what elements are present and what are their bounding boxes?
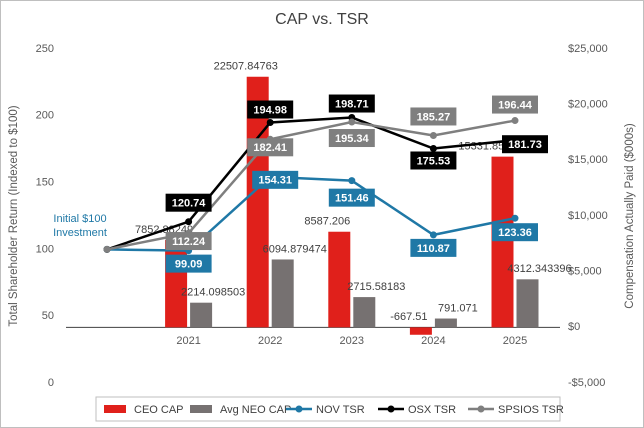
data-label: 120.74: [172, 198, 207, 210]
bar-value-label: 2214.098503: [181, 287, 245, 299]
bar-value-label: 791.071: [438, 302, 478, 314]
y2-axis-title: Compensation Actually Paid ($000s): [624, 123, 636, 309]
legend-label: Avg NEO CAP: [220, 404, 291, 416]
data-label-box: [502, 135, 548, 154]
bar-value-label: 8587.206: [304, 216, 350, 228]
bar-value-label: -667.51: [390, 311, 427, 323]
legend-marker: [295, 405, 303, 413]
bar-value-label: 22507.84763: [214, 61, 278, 73]
data-label: 195.34: [335, 133, 370, 145]
legend-swatch: [190, 405, 212, 413]
legend-marker: [477, 405, 485, 413]
data-label: 99.09: [175, 259, 203, 271]
legend-label: SPSIOS TSR: [498, 404, 564, 416]
bar: [434, 318, 457, 328]
data-label: 196.44: [498, 99, 533, 111]
data-label-box: [492, 223, 538, 242]
line-marker: [348, 118, 356, 126]
y-tick-label: 50: [42, 310, 54, 322]
bar-value-label: 4312.343396: [507, 263, 571, 275]
x-tick-label: 2022: [258, 335, 282, 347]
data-label: 198.71: [335, 98, 369, 110]
line-marker: [348, 177, 356, 185]
annotation-line: Initial $100: [53, 213, 106, 225]
legend-label: CEO CAP: [134, 404, 184, 416]
data-label-box: [247, 100, 294, 119]
bar: [409, 327, 432, 335]
data-label: 110.87: [417, 243, 450, 255]
y-tick-label: 0: [48, 377, 54, 389]
y2-tick-label: $15,000: [568, 154, 608, 166]
line-marker: [103, 245, 111, 253]
y2-tick-label: $5,000: [568, 266, 602, 278]
bar: [190, 302, 213, 328]
data-label: 185.27: [417, 111, 451, 123]
bar: [516, 279, 539, 328]
y2-tick-label: -$5,000: [568, 377, 605, 389]
x-tick-label: 2021: [176, 335, 200, 347]
data-label: 175.53: [417, 155, 451, 167]
legend-swatch: [104, 405, 126, 413]
bar: [271, 259, 294, 328]
data-label-box: [328, 188, 375, 207]
bar: [491, 156, 514, 328]
line: [106, 175, 516, 252]
y2-tick-label: $10,000: [568, 210, 608, 222]
data-label-box: [492, 95, 538, 114]
line-marker: [185, 218, 193, 226]
data-label-box: [165, 193, 212, 212]
data-label-box: [252, 170, 299, 189]
x-tick-label: 2024: [421, 335, 445, 347]
line-marker: [429, 231, 437, 239]
y-tick-label: 200: [36, 110, 54, 122]
y2-tick-label: $0: [568, 321, 580, 333]
y-tick-label: 150: [36, 177, 54, 189]
chart-title: CAP vs. TSR: [275, 11, 369, 28]
data-label: 194.98: [253, 104, 287, 116]
data-label-box: [247, 138, 294, 157]
data-label: 181.73: [508, 139, 542, 151]
bar: [165, 239, 188, 328]
y2-tick-label: $25,000: [568, 43, 608, 55]
y2-tick-label: $20,000: [568, 99, 608, 111]
data-label: 154.31: [258, 175, 292, 187]
line-marker: [429, 131, 437, 139]
annotation: Initial $100 Investment: [53, 213, 107, 239]
x-tick-label: 2025: [503, 335, 527, 347]
y-axis-title: Total Shareholder Return (Indexed to $10…: [8, 105, 20, 326]
data-label-box: [328, 129, 375, 148]
bar: [353, 297, 376, 328]
data-label: 182.41: [253, 142, 287, 154]
legend-label: OSX TSR: [408, 404, 456, 416]
data-label-box: [165, 232, 212, 251]
legend-marker: [387, 405, 395, 413]
bar: [328, 231, 351, 328]
line-marker: [511, 214, 519, 222]
legend-border: [95, 396, 561, 422]
bar-value-label: 2715.58183: [347, 281, 405, 293]
line-marker: [266, 119, 274, 127]
data-label-box: [328, 94, 375, 113]
annotation-line: Investment: [53, 227, 107, 239]
bar-value-label: 6094.879474: [263, 243, 327, 255]
y-tick-label: 250: [36, 43, 54, 55]
data-label-box: [410, 107, 457, 126]
x-tick-label: 2023: [340, 335, 364, 347]
line: [106, 116, 516, 251]
legend-label: NOV TSR: [316, 404, 365, 416]
y-tick-label: 100: [36, 243, 54, 255]
line-marker: [429, 144, 437, 152]
data-label-box: [410, 238, 457, 257]
data-label-box: [165, 254, 212, 273]
data-label-box: [410, 151, 457, 170]
line-marker: [511, 117, 519, 125]
data-label: 112.24: [172, 236, 206, 248]
data-label: 123.36: [498, 227, 532, 239]
data-label: 151.46: [335, 193, 369, 205]
